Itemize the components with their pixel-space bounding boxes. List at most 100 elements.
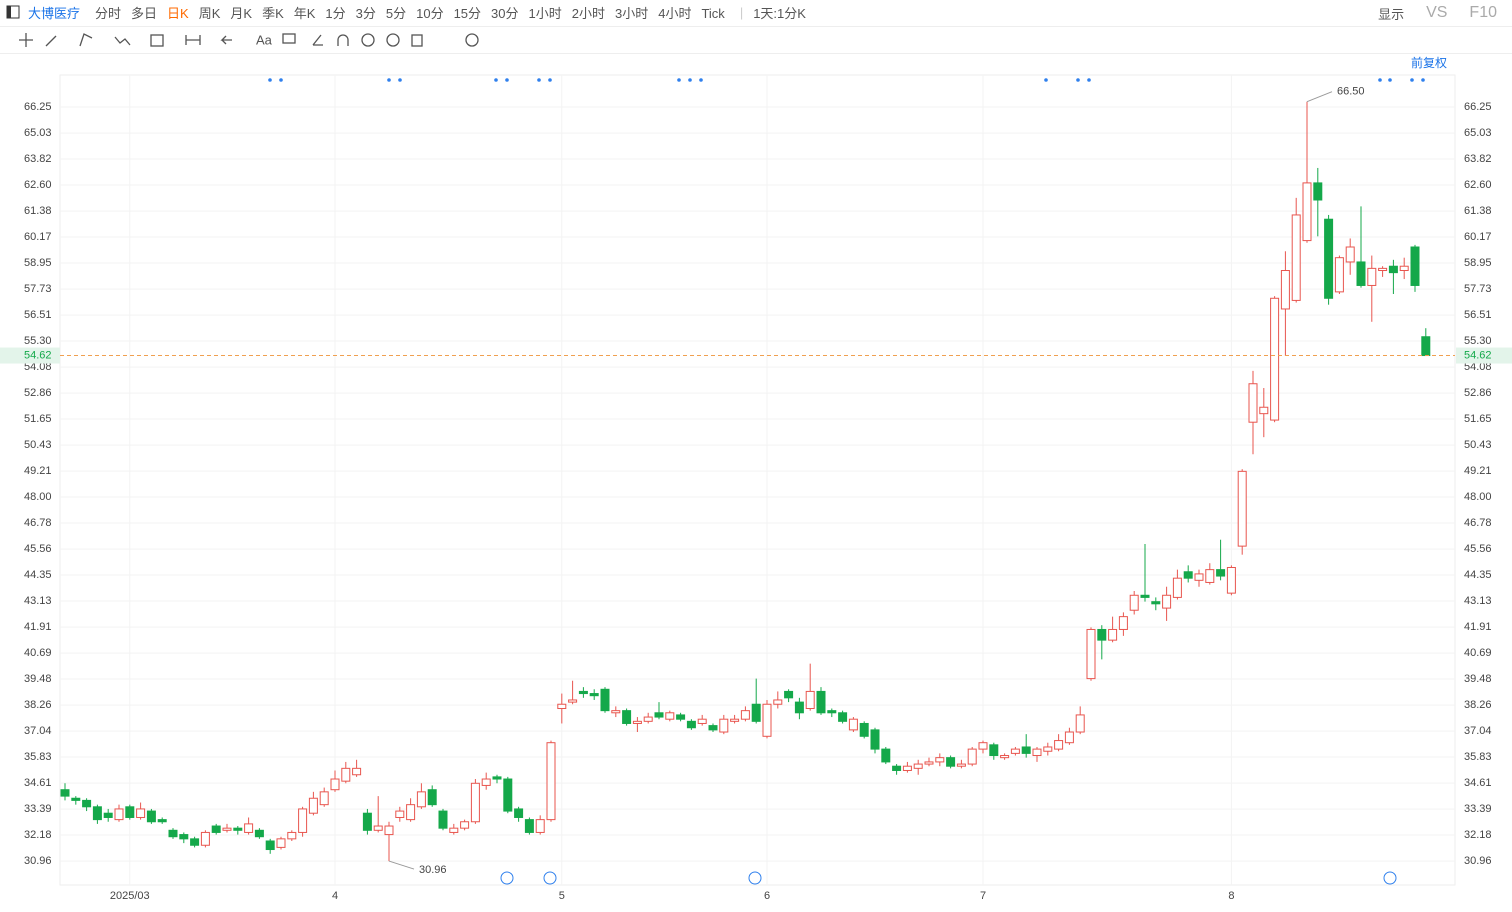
candle-body bbox=[1280, 270, 1290, 310]
f10-button[interactable]: F10 bbox=[1469, 4, 1497, 21]
candle-body bbox=[827, 710, 837, 714]
candle-body bbox=[773, 699, 783, 705]
candle-body bbox=[125, 806, 135, 818]
y-tick-label: 52.86 bbox=[24, 387, 52, 399]
period-tab[interactable]: 分时 bbox=[95, 5, 122, 21]
stock-name[interactable]: 大博医疗 bbox=[28, 5, 81, 21]
candle-body bbox=[373, 825, 383, 831]
candle-body bbox=[946, 757, 956, 767]
period-tab[interactable]: 周K bbox=[198, 5, 221, 21]
y-tick-label: 33.39 bbox=[24, 803, 52, 815]
period-tab[interactable]: 年K bbox=[293, 5, 316, 21]
y-tick-label-right: 66.25 bbox=[1464, 101, 1492, 113]
candle-body bbox=[762, 703, 772, 737]
note-tool[interactable] bbox=[282, 33, 296, 44]
period-tab[interactable]: 多日 bbox=[131, 5, 158, 21]
layout-icon[interactable] bbox=[6, 5, 20, 19]
candle-body bbox=[395, 810, 405, 818]
candle-body bbox=[1172, 577, 1182, 598]
angle-tool[interactable] bbox=[312, 34, 323, 46]
wave-tool[interactable] bbox=[114, 36, 131, 46]
candle-body bbox=[190, 838, 200, 846]
range-tool[interactable] bbox=[185, 35, 201, 45]
candle-body bbox=[1129, 594, 1139, 611]
candle-body bbox=[935, 757, 945, 763]
y-tick-label-right: 48.00 bbox=[1464, 491, 1492, 503]
y-tick-label-right: 52.86 bbox=[1464, 387, 1492, 399]
candle-body bbox=[1086, 628, 1096, 680]
y-tick-label: 37.04 bbox=[24, 725, 52, 737]
candle-body bbox=[967, 748, 977, 765]
candle-body bbox=[1054, 740, 1064, 750]
period-list: 分时 多日 日K 周K 月K 季K 年K 1分 3分 5分 10分 15分 30分 1小时 2小时 3小时 4小… bbox=[90, 3, 730, 22]
period-tab[interactable]: 季K bbox=[262, 5, 284, 21]
lock-tool[interactable] bbox=[361, 33, 375, 47]
period-tab[interactable]: 日K bbox=[167, 5, 189, 21]
measure-tool[interactable] bbox=[150, 34, 164, 47]
period-tab[interactable]: 3小时 bbox=[614, 5, 649, 21]
period-tab[interactable]: 5分 bbox=[385, 5, 407, 21]
line-tool[interactable] bbox=[45, 35, 57, 47]
candle-body bbox=[406, 804, 416, 821]
y-tick-label: 49.21 bbox=[24, 465, 52, 477]
last-price-label: 54.62 bbox=[24, 349, 52, 361]
display-button[interactable]: 显示 bbox=[1378, 7, 1405, 22]
candle-body bbox=[740, 710, 750, 720]
candle-body bbox=[1194, 573, 1204, 581]
y-tick-label-right: 56.51 bbox=[1464, 309, 1492, 321]
plot-frame bbox=[59, 74, 1456, 886]
move-tool[interactable] bbox=[19, 33, 33, 47]
magnet-tool[interactable] bbox=[337, 34, 349, 46]
candle-body bbox=[438, 810, 448, 829]
period-tab[interactable]: 月K bbox=[230, 5, 253, 21]
hide-tool[interactable] bbox=[386, 33, 400, 47]
candle-body bbox=[838, 712, 848, 722]
y-tick-label-right: 54.08 bbox=[1464, 361, 1492, 373]
candle-body bbox=[622, 710, 632, 724]
arrow-tool[interactable] bbox=[220, 35, 232, 45]
y-tick-label-right: 40.69 bbox=[1464, 647, 1492, 659]
candle-body bbox=[179, 834, 189, 840]
period-tab[interactable]: 1小时 bbox=[528, 5, 562, 21]
range-select[interactable]: 1天:1分K bbox=[753, 5, 806, 21]
low-leader bbox=[388, 860, 415, 870]
candle-body bbox=[1324, 218, 1334, 299]
y-tick-label: 41.91 bbox=[24, 621, 52, 633]
candle-body bbox=[1043, 746, 1053, 752]
candle-body bbox=[1237, 470, 1247, 547]
channel-tool[interactable] bbox=[79, 33, 93, 47]
candle-body bbox=[1356, 261, 1366, 286]
y-tick-label: 63.82 bbox=[24, 153, 52, 165]
y-tick-label-right: 39.48 bbox=[1464, 673, 1492, 685]
y-tick-label-right: 34.61 bbox=[1464, 777, 1492, 789]
y-tick-label: 44.35 bbox=[24, 569, 52, 581]
y-tick-label: 46.78 bbox=[24, 517, 52, 529]
candle-body bbox=[146, 810, 156, 823]
y-tick-label-right: 55.30 bbox=[1464, 335, 1492, 347]
candle-body bbox=[265, 840, 275, 851]
period-tab[interactable]: 30分 bbox=[491, 5, 519, 21]
delete-tool[interactable] bbox=[411, 34, 423, 47]
candle-body bbox=[103, 812, 113, 818]
candle-body bbox=[676, 714, 686, 720]
candle-body bbox=[611, 710, 621, 714]
candle-body bbox=[881, 748, 891, 763]
candle-body bbox=[568, 699, 578, 703]
event-icons[interactable] bbox=[500, 871, 1397, 885]
adjust-button[interactable]: 前复权 bbox=[1411, 55, 1447, 70]
candle-body bbox=[254, 829, 264, 838]
period-tab[interactable]: 3分 bbox=[355, 5, 376, 21]
candle-body bbox=[503, 778, 513, 812]
period-tab[interactable]: Tick bbox=[701, 5, 725, 21]
period-tab[interactable]: 4小时 bbox=[658, 5, 692, 21]
compare-button[interactable]: VS bbox=[1426, 4, 1448, 21]
settings-tool[interactable] bbox=[465, 33, 479, 47]
period-tab[interactable]: 2小时 bbox=[571, 5, 605, 21]
period-tab[interactable]: 1分 bbox=[325, 5, 346, 21]
period-tab[interactable]: 10分 bbox=[416, 5, 444, 21]
text-tool[interactable]: Aa bbox=[256, 32, 273, 47]
y-tick-label: 45.56 bbox=[24, 543, 52, 555]
candle-body bbox=[978, 742, 988, 750]
candle-body bbox=[1226, 566, 1236, 594]
period-tab[interactable]: 15分 bbox=[453, 5, 482, 21]
